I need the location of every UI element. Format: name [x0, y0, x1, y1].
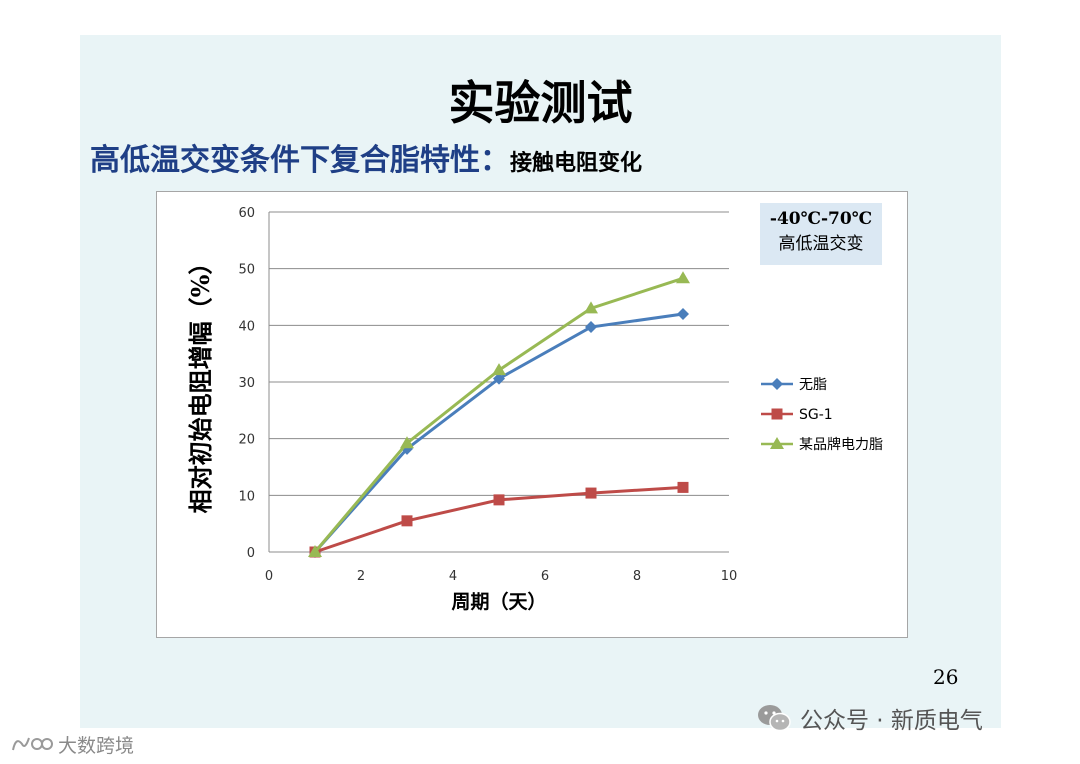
data-point-series-2 [584, 301, 598, 314]
legend-marker-2 [770, 437, 784, 449]
y-tick-label: 0 [247, 546, 255, 561]
y-tick-label: 20 [238, 433, 255, 448]
series-line-0 [313, 312, 684, 553]
x-tick-label: 4 [449, 569, 457, 584]
condition-temperature: -40℃-70℃ [769, 209, 873, 229]
series-line-2 [313, 276, 684, 553]
data-point-series-0 [493, 372, 505, 385]
y-tick-label: 10 [238, 489, 255, 504]
x-tick-label: 2 [357, 569, 365, 584]
data-point-series-1 [585, 487, 597, 499]
y-tick-label: 50 [238, 263, 255, 278]
x-tick-label: 8 [633, 569, 641, 584]
legend-label-1: SG-1 [799, 407, 833, 423]
slide-subtitle: 高低温交变条件下复合脂特性：接触电阻变化 [90, 135, 642, 179]
y-tick-label: 60 [238, 206, 255, 221]
legend-marker-0 [771, 378, 783, 390]
wechat-icon [758, 705, 791, 732]
watermark-official-account: 公众号 · 新质电气 [756, 700, 983, 736]
y-axis-title: 相对初始电阻增幅（%） [186, 251, 215, 514]
data-point-series-1 [401, 515, 413, 527]
subtitle-main: 高低温交变条件下复合脂特性： [90, 143, 510, 178]
condition-annotation-box: -40℃-70℃ 高低温交变 [760, 203, 882, 265]
watermark-brand: 大数跨境 [10, 730, 134, 758]
legend-label-2: 某品牌电力脂 [799, 436, 883, 453]
line-chart: 0 10 20 30 40 50 60 0 2 4 6 8 10 周期（天） 相对初始电阻增幅（%） 无脂 SG… [186, 206, 883, 613]
x-tick-label: 0 [265, 569, 273, 584]
x-tick-label: 6 [541, 569, 549, 584]
watermark-left-text: 大数跨境 [58, 734, 135, 757]
legend-label-0: 无脂 [799, 377, 827, 393]
x-axis-title: 周期（天） [451, 590, 546, 613]
data-point-series-2 [492, 363, 506, 376]
y-tick-label: 40 [238, 319, 255, 334]
data-point-series-1 [493, 494, 505, 506]
brand-logo-icon [12, 737, 53, 751]
data-point-series-2 [400, 436, 414, 449]
condition-description: 高低温交变 [778, 234, 864, 254]
slide-title: 实验测试 [448, 76, 633, 130]
watermark-right-text: 公众号 · 新质电气 [800, 708, 983, 734]
legend-marker-1 [771, 408, 783, 420]
subtitle-sub: 接触电阻变化 [510, 151, 643, 176]
chart-panel: 0 10 20 30 40 50 60 0 2 4 6 8 10 周期（天） 相对初始电阻增幅（%） 无脂 SG… [156, 191, 908, 638]
data-point-series-1 [677, 481, 689, 493]
y-tick-label: 30 [238, 376, 255, 391]
data-point-series-2 [676, 271, 690, 284]
data-point-series-2 [308, 545, 322, 557]
data-point-series-0 [585, 321, 597, 334]
page-number: 26 [933, 665, 959, 689]
data-point-series-0 [677, 308, 689, 320]
x-tick-label: 10 [721, 569, 738, 584]
slide: 实验测试 高低温交变条件下复合脂特性：接触电阻变化 0 10 20 30 40 50 60 0… [80, 35, 1001, 728]
